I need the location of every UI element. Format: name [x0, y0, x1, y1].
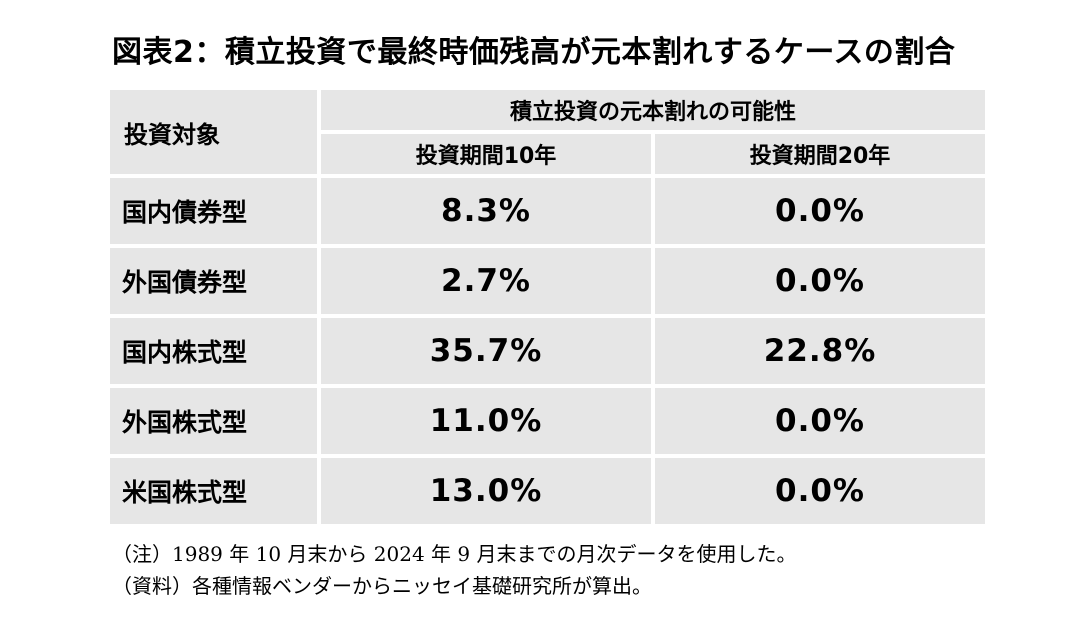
value-10y: 8.3%: [321, 178, 651, 244]
table-row: 国内債券型 8.3% 0.0%: [110, 178, 985, 244]
source-line: （資料）各種情報ベンダーからニッセイ基礎研究所が算出。: [112, 574, 652, 598]
value-10y: 13.0%: [321, 458, 651, 524]
table-row: 国内株式型 35.7% 22.8%: [110, 318, 985, 384]
row-label: 外国債券型: [110, 248, 317, 314]
value-10y: 35.7%: [321, 318, 651, 384]
header-investment-target: 投資対象: [110, 90, 317, 174]
footnotes: （注）1989 年 10 月末から 2024 年 9 月末までの月次データを使用…: [112, 538, 796, 602]
risk-table: 投資対象 積立投資の元本割れの可能性 投資期間10年 投資期間20年 国内債券型…: [106, 86, 989, 528]
table-row: 外国株式型 11.0% 0.0%: [110, 388, 985, 454]
row-label: 外国株式型: [110, 388, 317, 454]
row-label: 国内債券型: [110, 178, 317, 244]
figure-title: 図表2：積立投資で最終時価残高が元本割れするケースの割合: [112, 35, 956, 70]
value-10y: 11.0%: [321, 388, 651, 454]
value-20y: 0.0%: [655, 388, 985, 454]
value-20y: 0.0%: [655, 178, 985, 244]
note-line: （注）1989 年 10 月末から 2024 年 9 月末までの月次データを使用…: [112, 542, 797, 566]
row-label: 国内株式型: [110, 318, 317, 384]
value-20y: 0.0%: [655, 458, 985, 524]
value-20y: 22.8%: [655, 318, 985, 384]
header-period-20y: 投資期間20年: [655, 134, 985, 174]
table-row: 米国株式型 13.0% 0.0%: [110, 458, 985, 524]
value-10y: 2.7%: [321, 248, 651, 314]
row-label: 米国株式型: [110, 458, 317, 524]
header-loss-probability: 積立投資の元本割れの可能性: [321, 90, 985, 130]
value-20y: 0.0%: [655, 248, 985, 314]
header-period-10y: 投資期間10年: [321, 134, 651, 174]
table-row: 外国債券型 2.7% 0.0%: [110, 248, 985, 314]
